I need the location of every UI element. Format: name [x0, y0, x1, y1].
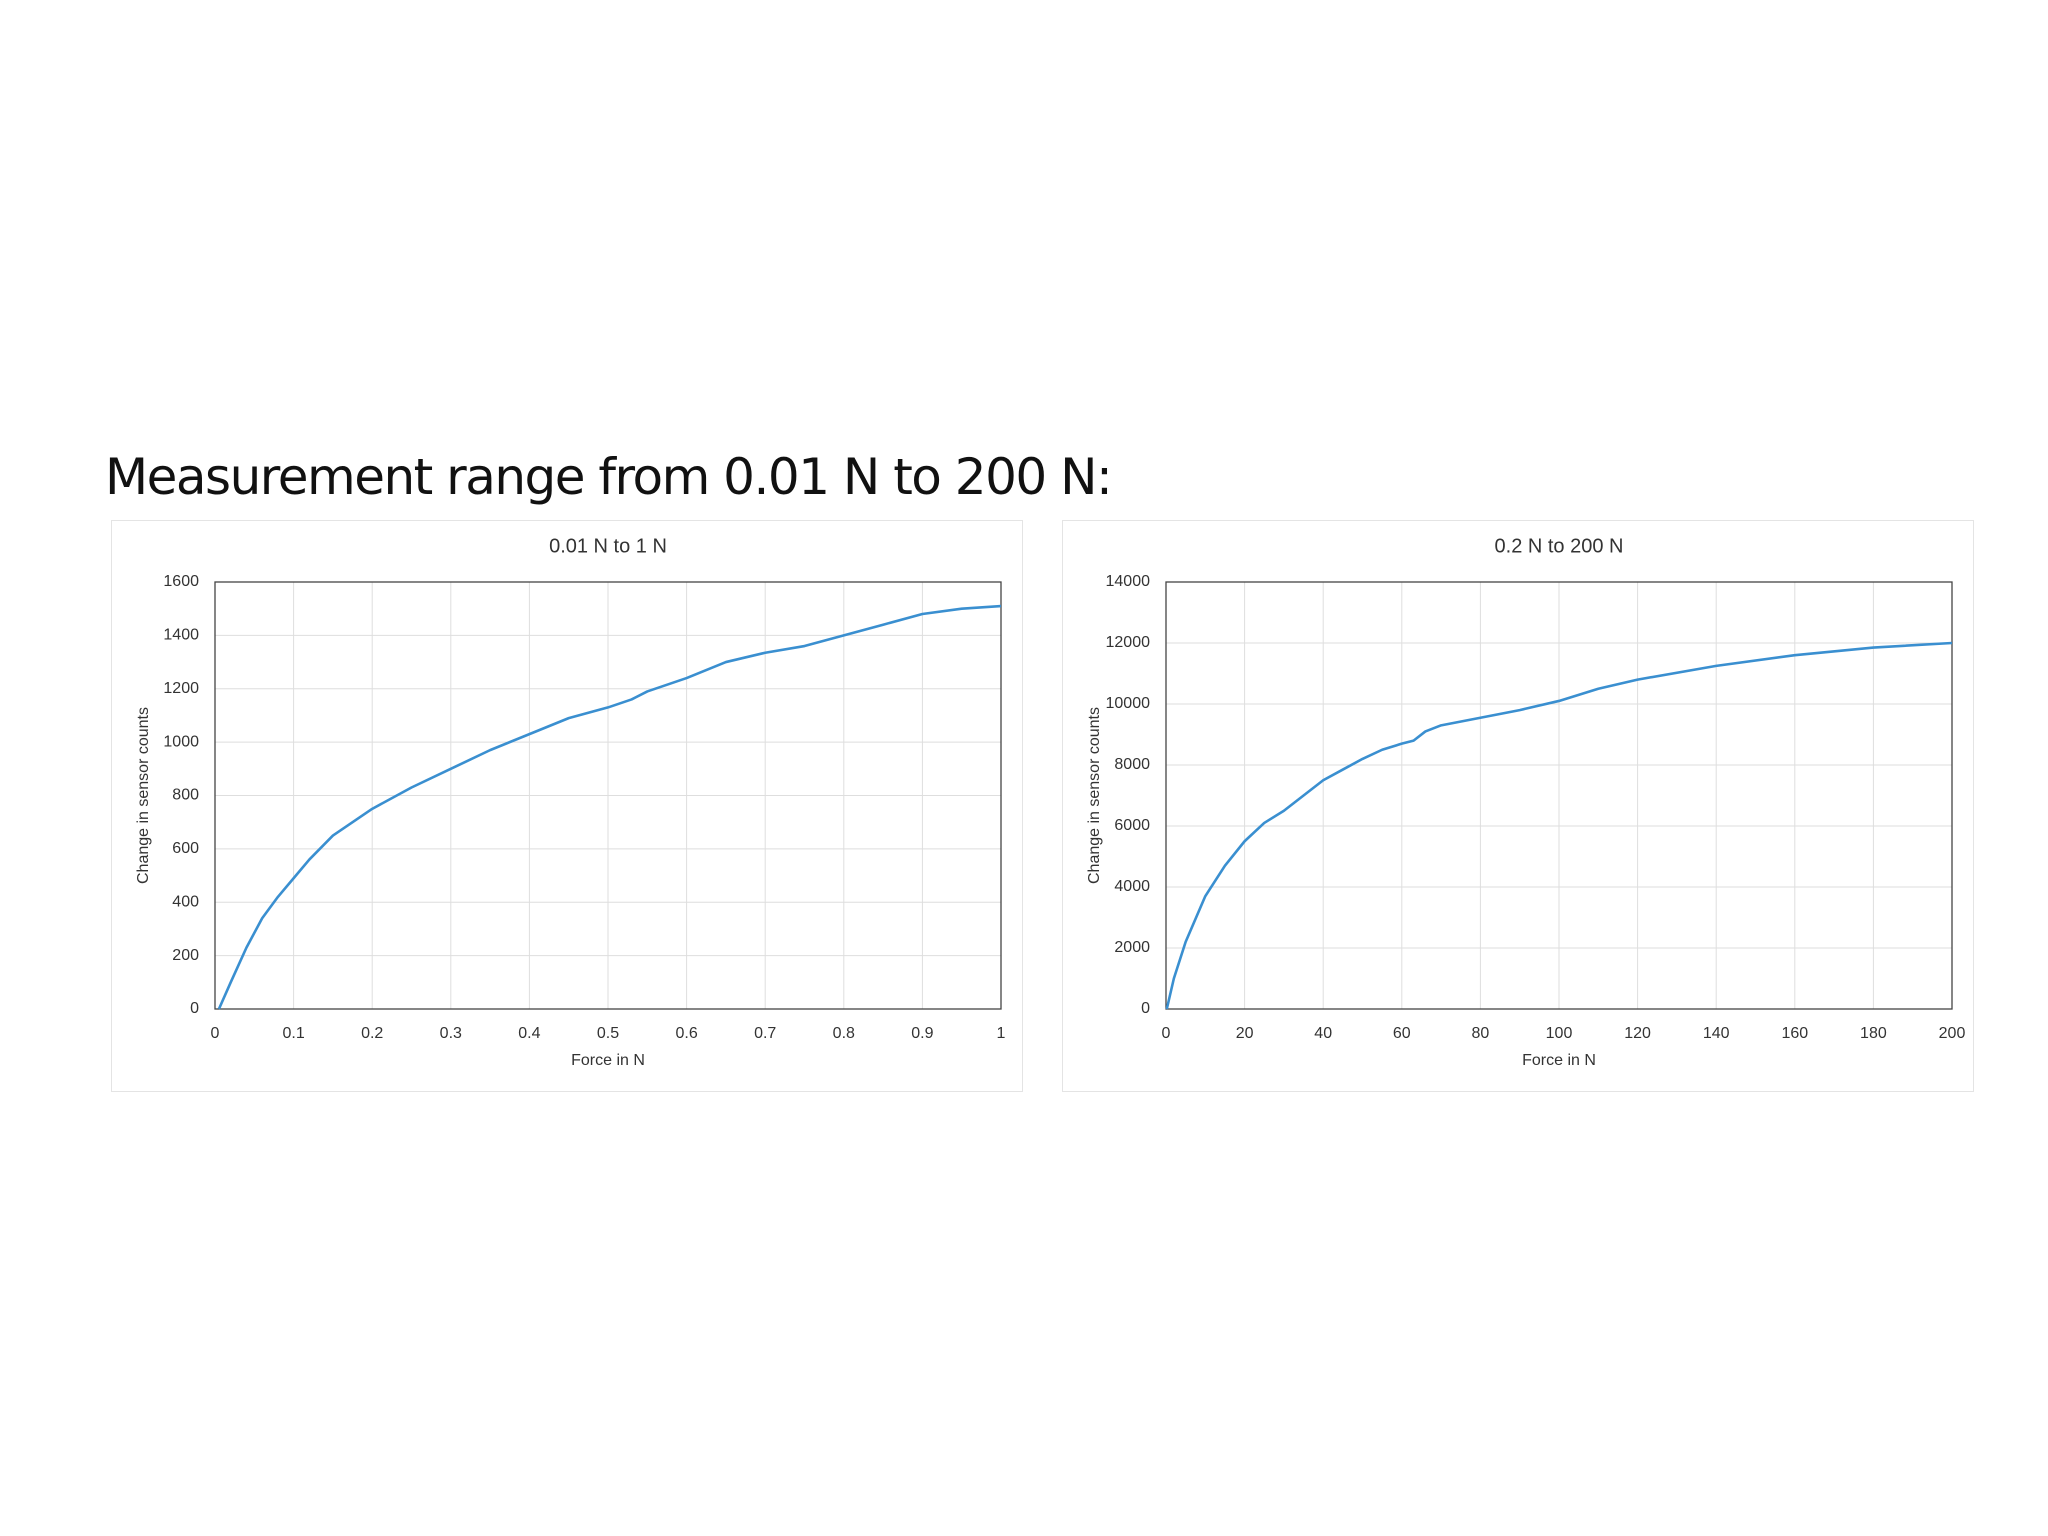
x-tick-label: 20	[1236, 1025, 1254, 1042]
y-tick-label: 600	[172, 840, 199, 857]
plot-frame	[214, 581, 1002, 1010]
data-line	[1165, 641, 1953, 1010]
y-tick-label: 1200	[163, 680, 199, 697]
x-tick-label: 60	[1393, 1025, 1411, 1042]
x-tick-label: 180	[1860, 1025, 1887, 1042]
y-tick-label: 1600	[163, 573, 199, 590]
y-axis-label: Change in sensor counts	[1086, 707, 1103, 884]
heading: Measurement range from 0.01 N to 200 N:	[105, 448, 1113, 506]
x-tick-label: 1	[997, 1025, 1006, 1042]
plot-frame	[1165, 581, 1953, 1010]
y-tick-label: 12000	[1106, 634, 1151, 651]
y-tick-label: 14000	[1106, 573, 1151, 590]
y-tick-label: 2000	[1114, 939, 1150, 956]
chart: 0.2 N to 200 N02000400060008000100001200…	[1062, 520, 1974, 1092]
y-axis-label: Change in sensor counts	[135, 707, 152, 884]
x-tick-label: 0	[1162, 1025, 1171, 1042]
x-axis-label: Force in N	[1522, 1052, 1596, 1069]
chart: 0.01 N to 1 N 0 200 400 600 800 1000 1200 1400 16…	[111, 520, 1023, 1092]
y-tick-label: 4000	[1114, 878, 1150, 895]
x-tick-label: 0.9	[911, 1025, 933, 1042]
x-tick-label: 0.2	[361, 1025, 383, 1042]
x-tick-label: 80	[1472, 1025, 1490, 1042]
x-tick-label: 0.6	[675, 1025, 697, 1042]
y-tick-label: 8000	[1114, 756, 1150, 773]
x-tick-label: 40	[1314, 1025, 1332, 1042]
x-tick-label: 100	[1546, 1025, 1573, 1042]
chart-title: 0.01 N to 1 N	[549, 535, 667, 557]
y-tick-label: 1400	[163, 627, 199, 644]
y-tick-label: 1000	[163, 733, 199, 750]
y-tick-label: 0	[190, 1000, 199, 1017]
x-axis-label: Force in N	[571, 1052, 645, 1069]
data-line	[217, 604, 1002, 1010]
x-tick-label: 140	[1703, 1025, 1730, 1042]
x-tick-label: 160	[1781, 1025, 1808, 1042]
y-tick-label: 200	[172, 947, 199, 964]
x-tick-label: 0.3	[440, 1025, 462, 1042]
x-tick-label: 0.8	[833, 1025, 855, 1042]
y-tick-label: 6000	[1114, 817, 1150, 834]
x-tick-label: 0	[211, 1025, 220, 1042]
x-tick-label: 0.4	[518, 1025, 540, 1042]
x-tick-label: 120	[1624, 1025, 1651, 1042]
x-tick-label: 0.7	[754, 1025, 776, 1042]
chart-title: 0.2 N to 200 N	[1495, 535, 1624, 557]
x-tick-label: 0.5	[597, 1025, 619, 1042]
y-tick-label: 10000	[1106, 695, 1151, 712]
y-tick-label: 800	[172, 787, 199, 804]
x-tick-label: 200	[1939, 1025, 1966, 1042]
x-tick-label: 0.1	[282, 1025, 304, 1042]
y-tick-label: 0	[1141, 1000, 1150, 1017]
y-tick-label: 400	[172, 893, 199, 910]
